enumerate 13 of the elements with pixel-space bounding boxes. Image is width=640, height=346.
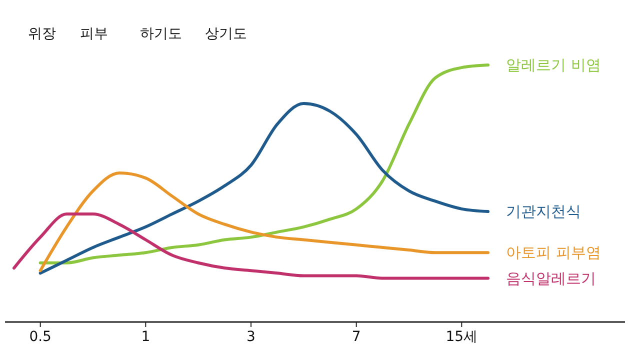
text: 피부 <box>80 26 108 42</box>
text: 하기도 <box>140 26 182 42</box>
x-tick-label: 7 <box>352 329 361 345</box>
x-tick-label: 3 <box>246 329 256 345</box>
series-label: 아토피 피부염 <box>506 244 601 262</box>
x-tick-label: 15세 <box>446 329 478 345</box>
text: 위장 <box>28 26 56 42</box>
series-label: 기관지천식 <box>506 202 581 220</box>
x-tick-label: 0.5 <box>29 329 52 345</box>
x-tick-label: 1 <box>141 329 150 345</box>
series-label: 음식알레르기 <box>506 269 596 288</box>
series-label: 알레르기 비염 <box>506 56 601 74</box>
text: 상기도 <box>205 26 247 42</box>
